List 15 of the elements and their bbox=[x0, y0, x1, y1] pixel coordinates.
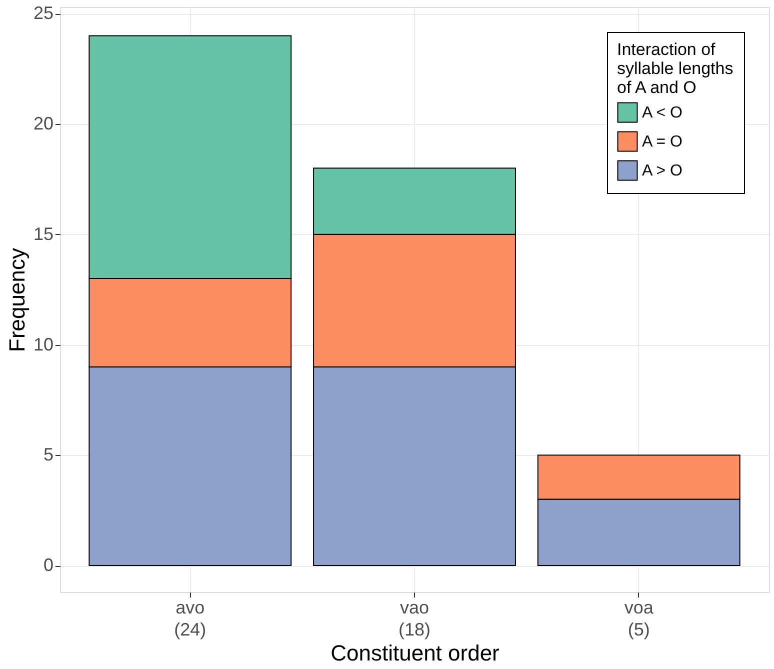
y-tick-label: 25 bbox=[33, 3, 54, 24]
x-tick-label: avo (24) bbox=[174, 598, 206, 640]
y-tick-label: 0 bbox=[43, 555, 54, 576]
y-axis-title: Frequency bbox=[4, 248, 30, 352]
y-tick-label: 15 bbox=[33, 224, 54, 244]
legend-title: Interaction of syllable lengths of A and O bbox=[617, 40, 734, 97]
legend-label: A < O bbox=[642, 104, 682, 122]
x-tick-label: vao (18) bbox=[398, 598, 431, 640]
y-tick-label: 5 bbox=[43, 444, 54, 465]
x-axis-title: Constituent order bbox=[330, 640, 500, 666]
x-tick-label: voa (5) bbox=[624, 598, 654, 640]
y-tick-label: 20 bbox=[33, 114, 54, 134]
legend-label: A > O bbox=[642, 162, 682, 180]
y-tick-label: 10 bbox=[33, 334, 54, 354]
legend-label: A = O bbox=[642, 134, 682, 150]
